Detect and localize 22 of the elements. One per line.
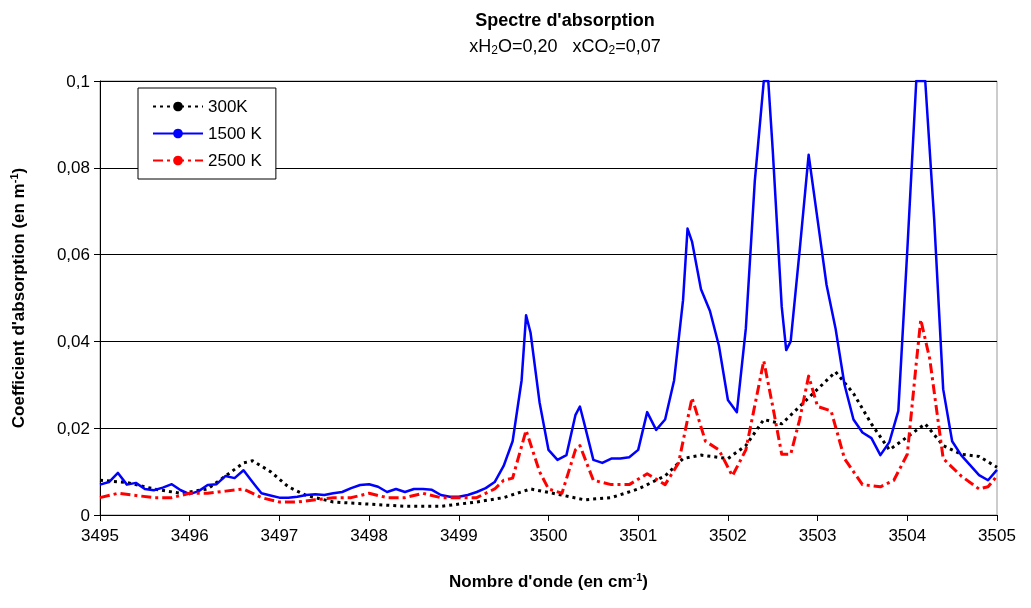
- x-tick-label: 3497: [260, 526, 299, 545]
- x-tick-label: 3499: [439, 526, 478, 545]
- x-tick-label: 3495: [81, 526, 119, 545]
- y-tick-label: 0,02: [56, 418, 90, 438]
- x-tick-label: 3496: [170, 526, 209, 545]
- x-tick-label: 3505: [978, 526, 1016, 545]
- legend-label: 2500 K: [208, 151, 263, 170]
- y-axis-title: Coefficient d'absorption (en m-1): [7, 167, 28, 429]
- y-tick-label: 0,08: [56, 158, 90, 178]
- legend-label: 1500 K: [208, 124, 263, 143]
- x-tick-label: 3500: [529, 526, 568, 545]
- x-tick-label: 3504: [888, 526, 927, 545]
- y-tick-label: 0: [80, 505, 90, 525]
- y-tick-label: 0,1: [66, 71, 90, 91]
- x-tick-label: 3502: [708, 526, 747, 545]
- x-tick-label: 3503: [798, 526, 837, 545]
- x-tick-label: 3498: [350, 526, 389, 545]
- x-tick-label: 3501: [619, 526, 658, 545]
- legend-label: 300K: [208, 97, 249, 116]
- chart-title: Spectre d'absorption: [475, 10, 655, 30]
- y-tick-label: 0,04: [56, 331, 90, 351]
- y-tick-label: 0,06: [56, 245, 90, 265]
